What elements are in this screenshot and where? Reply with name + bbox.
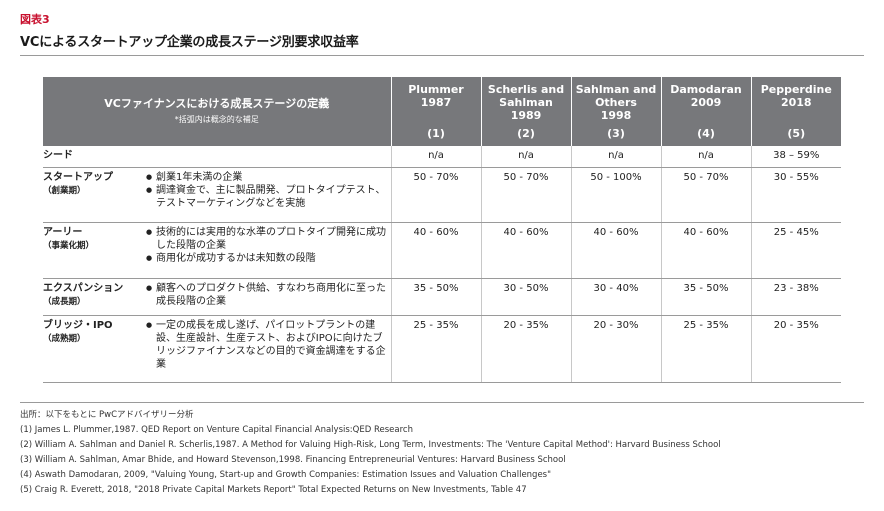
table-row-startup: スタートアップ （創業期） 創業1年未満の企業 調達資金で、主に製品開発、プロト… (43, 167, 841, 223)
title-rule (20, 55, 864, 56)
stage-name: シード (43, 150, 73, 161)
value-cell: 38 – 59% (750, 146, 841, 168)
stage-cell: スタートアップ （創業期） (43, 167, 146, 223)
value-cell: 25 - 35% (390, 315, 481, 383)
value-cell: 35 - 50% (660, 278, 751, 316)
value-cell: 20 - 35% (480, 315, 571, 383)
header-source-1: Plummer 1987 (1) (390, 77, 481, 146)
description-bullet: 技術的には実用的な水準のプロトタイプ開発に成功した段階の企業 (146, 226, 391, 252)
value-cell: n/a (390, 146, 481, 168)
value-cell: 20 - 30% (570, 315, 661, 383)
footnotes: 出所：以下をもとに PwCアドバイザリー分析 (1) James L. Plum… (20, 408, 721, 498)
description-bullet: 創業1年未満の企業 (146, 171, 391, 184)
value-cell: 25 - 35% (660, 315, 751, 383)
value-cell: 23 - 38% (750, 278, 841, 316)
footnote-3: (3) William A. Sahlman, Amar Bhide, and … (20, 455, 566, 465)
table-row-seed: シード n/a n/a n/a n/a 38 – 59% (43, 146, 841, 168)
value-cell: 30 - 40% (570, 278, 661, 316)
value-cell: n/a (570, 146, 661, 168)
figure-label: 図表3 (20, 13, 50, 26)
stage-description: 創業1年未満の企業 調達資金で、主に製品開発、プロトタイプテスト、テストマーケテ… (146, 167, 391, 223)
stage-name: アーリー (43, 227, 83, 238)
table-row-expansion: エクスパンション （成長期） 顧客へのプロダクト供給、すなわち商用化に至った成長… (43, 278, 841, 316)
stage-cell: シード (43, 146, 391, 168)
stage-name: スタートアップ (43, 172, 113, 183)
stage-description: 一定の成長を成し遂げ、パイロットプラントの建設、生産設計、生産テスト、およびIP… (146, 315, 391, 383)
table-header-row: VCファイナンスにおける成長ステージの定義 *括弧内は概念的な補足 Plumme… (43, 77, 841, 146)
stage-name: ブリッジ・IPO (43, 320, 113, 331)
header-definition: VCファイナンスにおける成長ステージの定義 *括弧内は概念的な補足 (43, 77, 391, 146)
figure-title: VCによるスタートアップ企業の成長ステージ別要求収益率 (20, 35, 359, 50)
value-cell: n/a (480, 146, 571, 168)
stage-cell: エクスパンション （成長期） (43, 278, 146, 316)
value-cell: 25 - 45% (750, 222, 841, 279)
header-source-line: 2009 (690, 96, 722, 109)
table-row-bridge-ipo: ブリッジ・IPO （成熟期） 一定の成長を成し遂げ、パイロットプラントの建設、生… (43, 315, 841, 383)
value-cell: 40 - 60% (570, 222, 661, 279)
value-cell: n/a (660, 146, 751, 168)
stage-name: エクスパンション (43, 283, 124, 294)
footnote-rule (20, 402, 864, 403)
required-return-table: VCファイナンスにおける成長ステージの定義 *括弧内は概念的な補足 Plumme… (43, 77, 841, 383)
stage-cell: ブリッジ・IPO （成熟期） (43, 315, 146, 383)
value-cell: 30 - 50% (480, 278, 571, 316)
value-cell: 30 - 55% (750, 167, 841, 223)
footnote-1: (1) James L. Plummer,1987. QED Report on… (20, 425, 413, 435)
table-row-early: アーリー （事業化期） 技術的には実用的な水準のプロトタイプ開発に成功した段階の… (43, 222, 841, 279)
source-credit: 出所：以下をもとに PwCアドバイザリー分析 (20, 410, 194, 420)
header-source-3: Sahlman and Others 1998 (3) (570, 77, 661, 146)
footnote-2: (2) William A. Sahlman and Daniel R. Sch… (20, 440, 721, 450)
header-source-5: Pepperdine 2018 (5) (750, 77, 841, 146)
header-source-line: Damodaran (670, 83, 742, 96)
value-cell: 20 - 35% (750, 315, 841, 383)
value-cell: 50 - 70% (390, 167, 481, 223)
header-source-line: 1989 (510, 109, 542, 122)
value-cell: 50 - 70% (480, 167, 571, 223)
stage-subtitle: （事業化期） (43, 241, 95, 251)
header-source-line: Plummer (408, 83, 464, 96)
header-source-number: (3) (607, 127, 625, 140)
value-cell: 40 - 60% (660, 222, 751, 279)
header-source-number: (4) (697, 127, 715, 140)
header-source-4: Damodaran 2009 (4) (660, 77, 751, 146)
header-source-line: 2018 (780, 96, 812, 109)
description-bullet: 一定の成長を成し遂げ、パイロットプラントの建設、生産設計、生産テスト、およびIP… (146, 319, 391, 371)
footnote-5: (5) Craig R. Everett, 2018, "2018 Privat… (20, 485, 527, 495)
value-cell: 50 - 100% (570, 167, 661, 223)
header-source-line: Sahlman and (575, 83, 657, 96)
header-definition-note: *括弧内は概念的な補足 (174, 115, 259, 124)
header-source-line: Scherlis and (487, 83, 565, 96)
stage-subtitle: （成長期） (43, 297, 86, 307)
header-definition-title: VCファイナンスにおける成長ステージの定義 (104, 97, 330, 110)
description-bullet: 商用化が成功するかは未知数の段階 (146, 252, 391, 265)
value-cell: 40 - 60% (390, 222, 481, 279)
stage-description: 顧客へのプロダクト供給、すなわち商用化に至った成長段階の企業 (146, 278, 391, 316)
header-source-number: (5) (787, 127, 806, 140)
description-bullet: 顧客へのプロダクト供給、すなわち商用化に至った成長段階の企業 (146, 282, 391, 308)
stage-description: 技術的には実用的な水準のプロトタイプ開発に成功した段階の企業 商用化が成功するか… (146, 222, 391, 279)
stage-subtitle: （成熟期） (43, 334, 86, 344)
value-cell: 35 - 50% (390, 278, 481, 316)
header-source-2: Scherlis and Sahlman 1989 (2) (480, 77, 571, 146)
value-cell: 50 - 70% (660, 167, 751, 223)
header-source-line: Sahlman (499, 96, 553, 109)
header-source-number: (2) (517, 127, 535, 140)
description-bullet: 調達資金で、主に製品開発、プロトタイプテスト、テストマーケティングなどを実施 (146, 184, 391, 210)
header-source-line: 1998 (600, 109, 632, 122)
header-source-number: (1) (427, 127, 445, 140)
footnote-4: (4) Aswath Damodaran, 2009, "Valuing You… (20, 470, 552, 480)
header-source-line: Others (595, 96, 637, 109)
header-source-line: Pepperdine (760, 83, 832, 96)
header-source-line: 1987 (420, 96, 452, 109)
stage-subtitle: （創業期） (43, 186, 86, 196)
stage-cell: アーリー （事業化期） (43, 222, 146, 279)
value-cell: 40 - 60% (480, 222, 571, 279)
